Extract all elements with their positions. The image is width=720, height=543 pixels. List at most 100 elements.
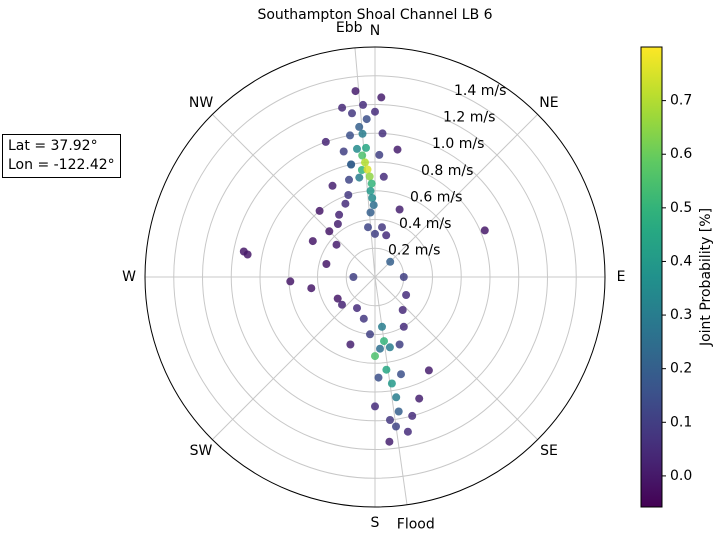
point [393, 145, 402, 154]
point [338, 300, 346, 309]
grid-spoke [212, 114, 376, 278]
point [366, 208, 375, 217]
point [365, 172, 374, 181]
point [361, 158, 369, 167]
point [328, 181, 337, 190]
grid-spoke [212, 276, 376, 440]
colorbar-tick-label: 0.6 [670, 146, 692, 162]
point [332, 240, 341, 249]
point [369, 201, 378, 210]
r-tick-label: 0.4 m/s [399, 216, 451, 232]
point [321, 137, 330, 146]
point [358, 151, 367, 160]
point [385, 437, 394, 446]
point [348, 109, 356, 118]
angle-label: SW [190, 443, 213, 459]
chart-title: Southampton Shoal Channel LB 6 [257, 7, 492, 23]
point [376, 344, 384, 353]
angle-label: N [370, 23, 380, 39]
point [480, 226, 489, 235]
point [398, 306, 407, 314]
point [346, 340, 355, 349]
point [402, 291, 411, 299]
point [344, 191, 353, 199]
point [392, 422, 400, 431]
point [386, 416, 394, 424]
point [380, 337, 388, 346]
angle-label: SE [540, 443, 558, 459]
point [358, 129, 367, 138]
point [395, 205, 404, 214]
point [394, 407, 403, 416]
point [359, 314, 368, 323]
r-tick-label: 0.6 m/s [410, 189, 462, 205]
point [364, 223, 372, 232]
point [286, 277, 295, 286]
direction-line [374, 276, 408, 505]
point [403, 427, 412, 436]
point [353, 304, 361, 313]
point [379, 172, 388, 181]
angle-label: W [122, 269, 136, 285]
point [415, 394, 424, 403]
point [395, 340, 404, 349]
r-tick-label: 0.2 m/s [388, 242, 440, 258]
point [371, 402, 379, 411]
point [355, 173, 364, 182]
grid-spoke [374, 276, 538, 440]
point [347, 160, 356, 169]
point [408, 411, 417, 420]
r-tick-label: 0.8 m/s [421, 163, 473, 179]
annotation: Lat = 37.92° [8, 138, 98, 154]
point [351, 87, 360, 96]
direction-label: Flood [397, 517, 435, 533]
point [378, 129, 387, 138]
point [392, 393, 401, 402]
point [371, 229, 379, 238]
point [307, 284, 316, 293]
grid-spoke [374, 114, 538, 278]
point [424, 366, 433, 375]
annotation: Lon = -122.42° [8, 157, 115, 173]
point [363, 165, 372, 174]
r-tick-label: 1.2 m/s [443, 110, 495, 126]
colorbar-tick-label: 0.4 [670, 253, 692, 269]
point [378, 223, 386, 232]
r-tick-label: 1.0 m/s [432, 136, 484, 152]
point [367, 179, 376, 188]
point [308, 237, 317, 246]
point [399, 322, 408, 331]
point [345, 175, 353, 184]
colorbar-label: Joint Probability [%] [698, 208, 714, 347]
point [353, 144, 361, 153]
point [239, 247, 248, 256]
point [386, 257, 395, 266]
colorbar-tick-label: 0.3 [670, 307, 692, 323]
polar-frame [144, 46, 606, 508]
point [382, 231, 391, 240]
angle-label: NW [189, 95, 213, 111]
point [382, 365, 391, 374]
point [359, 100, 367, 109]
point [335, 210, 344, 219]
point [362, 143, 370, 152]
point [378, 322, 386, 331]
point [387, 379, 396, 388]
point [325, 227, 334, 236]
point [399, 273, 408, 281]
colorbar-tick-label: 0.1 [670, 414, 692, 430]
point [371, 352, 379, 361]
point [339, 147, 348, 156]
location-box: Lat = 37.92° Lon = -122.42° [2, 134, 121, 178]
angle-label: NE [539, 95, 558, 111]
point [349, 273, 358, 281]
point [377, 93, 386, 102]
point [333, 294, 342, 303]
point [397, 370, 405, 379]
point [366, 330, 374, 339]
point [362, 115, 371, 124]
point [368, 194, 377, 202]
angle-label: E [617, 269, 626, 285]
